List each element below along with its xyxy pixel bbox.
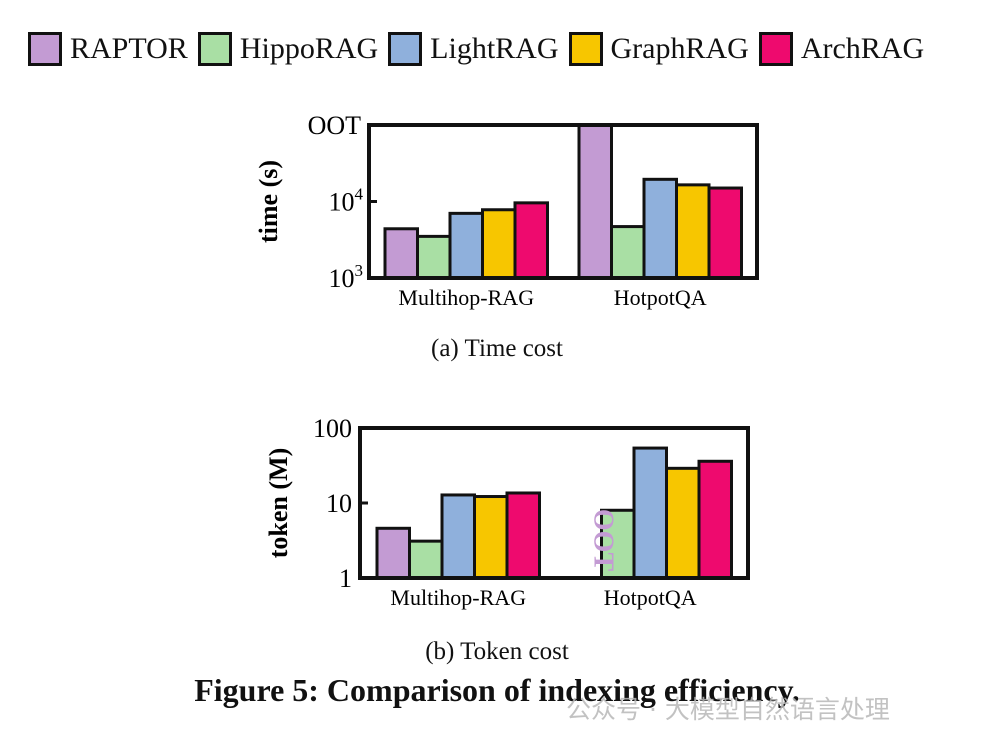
bar-archrag-hotpotqa — [707, 186, 743, 280]
bar-hipporag-hotpotqa — [610, 225, 646, 280]
oot-annotation: OOT — [587, 509, 618, 572]
bar-lightrag-hotpotqa — [632, 446, 668, 580]
y-axis-label: time (s) — [254, 160, 283, 243]
legend-swatch — [568, 32, 603, 66]
legend-item-archrag: ArchRAG — [758, 32, 925, 66]
legend-swatch — [758, 32, 793, 66]
legend-swatch — [197, 32, 232, 66]
legend: RAPTOR HippoRAG LightRAG GraphRAG ArchRAG — [28, 26, 978, 72]
y-tick-label: 103 — [329, 261, 364, 293]
legend-label: HippoRAG — [239, 32, 379, 65]
bar-lightrag-multihop-rag — [448, 211, 484, 280]
bar-graphrag-multihop-rag — [473, 495, 509, 580]
bar-graphrag-hotpotqa — [675, 183, 711, 280]
legend-label: GraphRAG — [610, 32, 749, 65]
y-tick-label: 104 — [329, 185, 364, 217]
bar-hipporag-multihop-rag — [408, 539, 444, 580]
figure-caption: Figure 5: Comparison of indexing efficie… — [194, 672, 800, 708]
legend-item-raptor: RAPTOR — [28, 32, 188, 66]
y-tick-label: 100 — [313, 414, 352, 443]
x-tick-label: HotpotQA — [614, 285, 707, 310]
chart-time-cost: Multihop-RAG HotpotQA 103 104 OOT time (s) — [254, 111, 759, 310]
legend-swatch — [28, 32, 62, 66]
chart-b-caption: (b) Token cost — [425, 638, 569, 665]
y-tick-label: OOT — [308, 111, 362, 140]
legend-item-hipporag: HippoRAG — [197, 32, 379, 66]
legend-label: RAPTOR — [70, 32, 188, 65]
bar-archrag-multihop-rag — [513, 201, 549, 280]
bar-raptor-multihop-rag — [375, 526, 411, 580]
y-axis-label: token (M) — [264, 448, 293, 558]
legend-label: LightRAG — [430, 32, 559, 65]
bar-raptor-multihop-rag — [383, 227, 419, 280]
bar-graphrag-hotpotqa — [665, 466, 701, 580]
chart-a-caption: (a) Time cost — [431, 335, 563, 362]
x-tick-label: Multihop-RAG — [398, 285, 534, 310]
watermark-text: 公众号 · 大模型自然语言处理 — [566, 695, 890, 724]
y-tick-label: 1 — [339, 564, 352, 593]
y-tick-label: 10 — [326, 489, 352, 518]
legend-label: ArchRAG — [800, 32, 925, 65]
bar-raptor-hotpotqa — [577, 123, 613, 280]
legend-item-lightrag: LightRAG — [388, 32, 559, 66]
bar-archrag-hotpotqa — [697, 459, 733, 580]
bar-lightrag-multihop-rag — [440, 493, 476, 580]
bar-archrag-multihop-rag — [505, 491, 541, 580]
legend-item-graphrag: GraphRAG — [568, 32, 749, 66]
x-tick-label: HotpotQA — [604, 585, 697, 610]
bar-hipporag-multihop-rag — [416, 234, 452, 280]
bar-graphrag-multihop-rag — [481, 208, 517, 280]
chart-token-cost: Multihop-RAG HotpotQA OOT 1 10 100 token (M) — [264, 414, 750, 610]
legend-swatch — [388, 32, 423, 66]
x-tick-label: Multihop-RAG — [390, 585, 526, 610]
bar-lightrag-hotpotqa — [642, 177, 678, 280]
